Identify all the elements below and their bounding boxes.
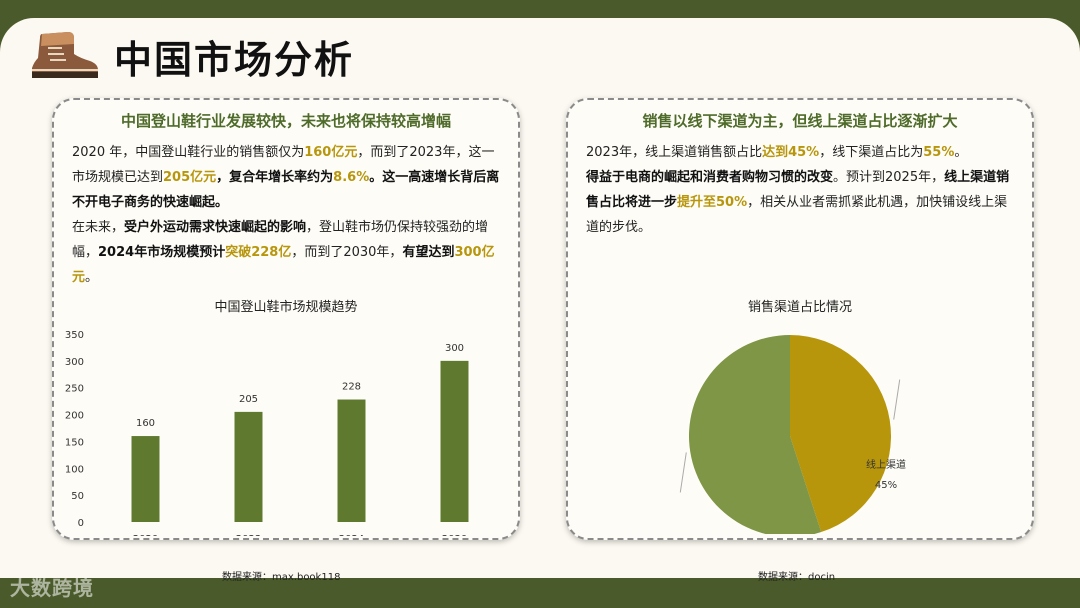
y-tick-label: 0 [78,518,84,529]
text-segment: 达到45% [762,145,820,160]
leader-line [893,379,901,420]
text-segment: 160亿元 [304,145,358,160]
pie-chart-title: 销售渠道占比情况 [747,300,852,315]
leader-line [679,452,687,493]
text-segment: 线上渠道销售占比将进一步 [586,170,1010,210]
channel-share-paragraph: 2023年，线上渠道销售额占比达到45%，线下渠道占比为55%。 得益于电商的崛… [586,140,1018,240]
paragraph-2: 得益于电商的崛起和消费者购物习惯的改变。预计到2025年，线上渠道销售占比将进一… [586,165,1018,240]
y-tick-label: 50 [71,491,84,502]
paragraph-1: 2023年，线上渠道销售额占比达到45%，线下渠道占比为55%。 [586,140,1018,165]
hiking-boot-icon [32,32,98,78]
bar [337,399,366,522]
right-source: 数据来源：docin [758,572,836,583]
bar [131,436,160,522]
text-segment: ，线下渠道占比为 [819,145,924,160]
y-tick-label: 350 [65,330,84,341]
text-segment: 300亿元 [72,245,495,285]
text-segment: 。预计到2025年， [833,170,945,185]
bar [440,360,469,522]
text-segment: 8.6% [333,170,370,185]
y-tick-label: 150 [65,437,84,448]
x-tick-label: 2023 [236,534,261,536]
slice-percent: 45% [875,480,897,491]
pie-slice [790,335,891,533]
paragraph-2: 在未来，受户外运动需求快速崛起的影响，登山鞋市场仍保持较强劲的增幅，2024年市… [72,215,504,290]
text-segment: 2020 年，中国登山鞋行业的销售额仅为 [72,145,305,160]
text-segment: 。 [954,145,968,160]
text-segment: 提升至50% [677,195,748,210]
bar-value-label: 205 [239,394,258,405]
text-segment: 。这一高速增长背后离不开电子商务的快速崛起。 [72,170,500,210]
pie-slice [689,335,822,534]
text-segment: ，而到了2023年，这一市场规模已达到 [72,145,495,185]
text-segment: 在未来， [72,220,125,235]
market-size-heading: 中国登山鞋行业发展较快，未来也将保持较高增幅 [120,112,451,130]
text-segment: ，复合年增长率约为 [216,170,334,185]
y-tick-label: 300 [65,357,84,368]
bar-value-label: 160 [136,418,155,429]
x-tick-label: 2020 [133,534,158,536]
market-size-paragraph: 2020 年，中国登山鞋行业的销售额仅为160亿元，而到了2023年，这一市场规… [72,140,504,290]
text-segment: 得益于电商的崛起和消费者购物习惯的改变 [586,170,834,185]
text-segment: ，相关从业者需抓紧此机遇，加快铺设线上渠道的步伐。 [586,195,1008,235]
slice-label: 线上渠道 [866,458,906,471]
bar-chart-title: 中国登山鞋市场规模趋势 [214,300,358,315]
text-segment: 2024年市场规模预计 [98,245,226,260]
y-tick-label: 200 [65,411,84,422]
bar-value-label: 300 [445,343,464,354]
text-segment: 205亿元 [163,170,217,185]
text-segment: 2023年，线上渠道销售额占比 [586,145,763,160]
y-tick-label: 100 [65,464,84,475]
x-tick-label: 2024 [339,534,364,536]
text-segment: ，而到了2030年， [291,245,403,260]
channel-share-heading: 销售以线下渠道为主，但线上渠道占比逐渐扩大 [642,112,958,130]
text-segment: ，登山鞋市场仍保持较强劲的增幅， [72,220,489,260]
x-tick-label: 2030 [442,534,467,536]
left-source: 数据来源：max.book118 [222,572,341,583]
paragraph-1: 2020 年，中国登山鞋行业的销售额仅为160亿元，而到了2023年，这一市场规… [72,140,504,215]
text-segment: 。 [85,270,99,285]
text-segment: 55% [923,145,955,160]
market-size-card: 中国登山鞋行业发展较快，未来也将保持较高增幅 2020 年，中国登山鞋行业的销售… [52,98,520,540]
bar-value-label: 228 [342,382,361,393]
watermark-logo: 大数跨境 [10,576,94,600]
y-tick-label: 250 [65,384,84,395]
bar-chart: 0 50 100 150 200 250 300 350 160 2020 205 2023 228 20… [65,330,469,536]
channel-share-card: 销售以线下渠道为主，但线上渠道占比逐渐扩大 2023年，线上渠道销售额占比达到4… [566,98,1034,540]
text-segment: 受户外运动需求快速崛起的影响 [124,220,307,235]
text-segment: 有望达到 [402,245,455,260]
text-segment: 突破228亿 [225,245,292,260]
page-title: 中国市场分析 [114,37,355,82]
bar [234,411,263,522]
page-header: 中国市场分析 [28,28,354,84]
